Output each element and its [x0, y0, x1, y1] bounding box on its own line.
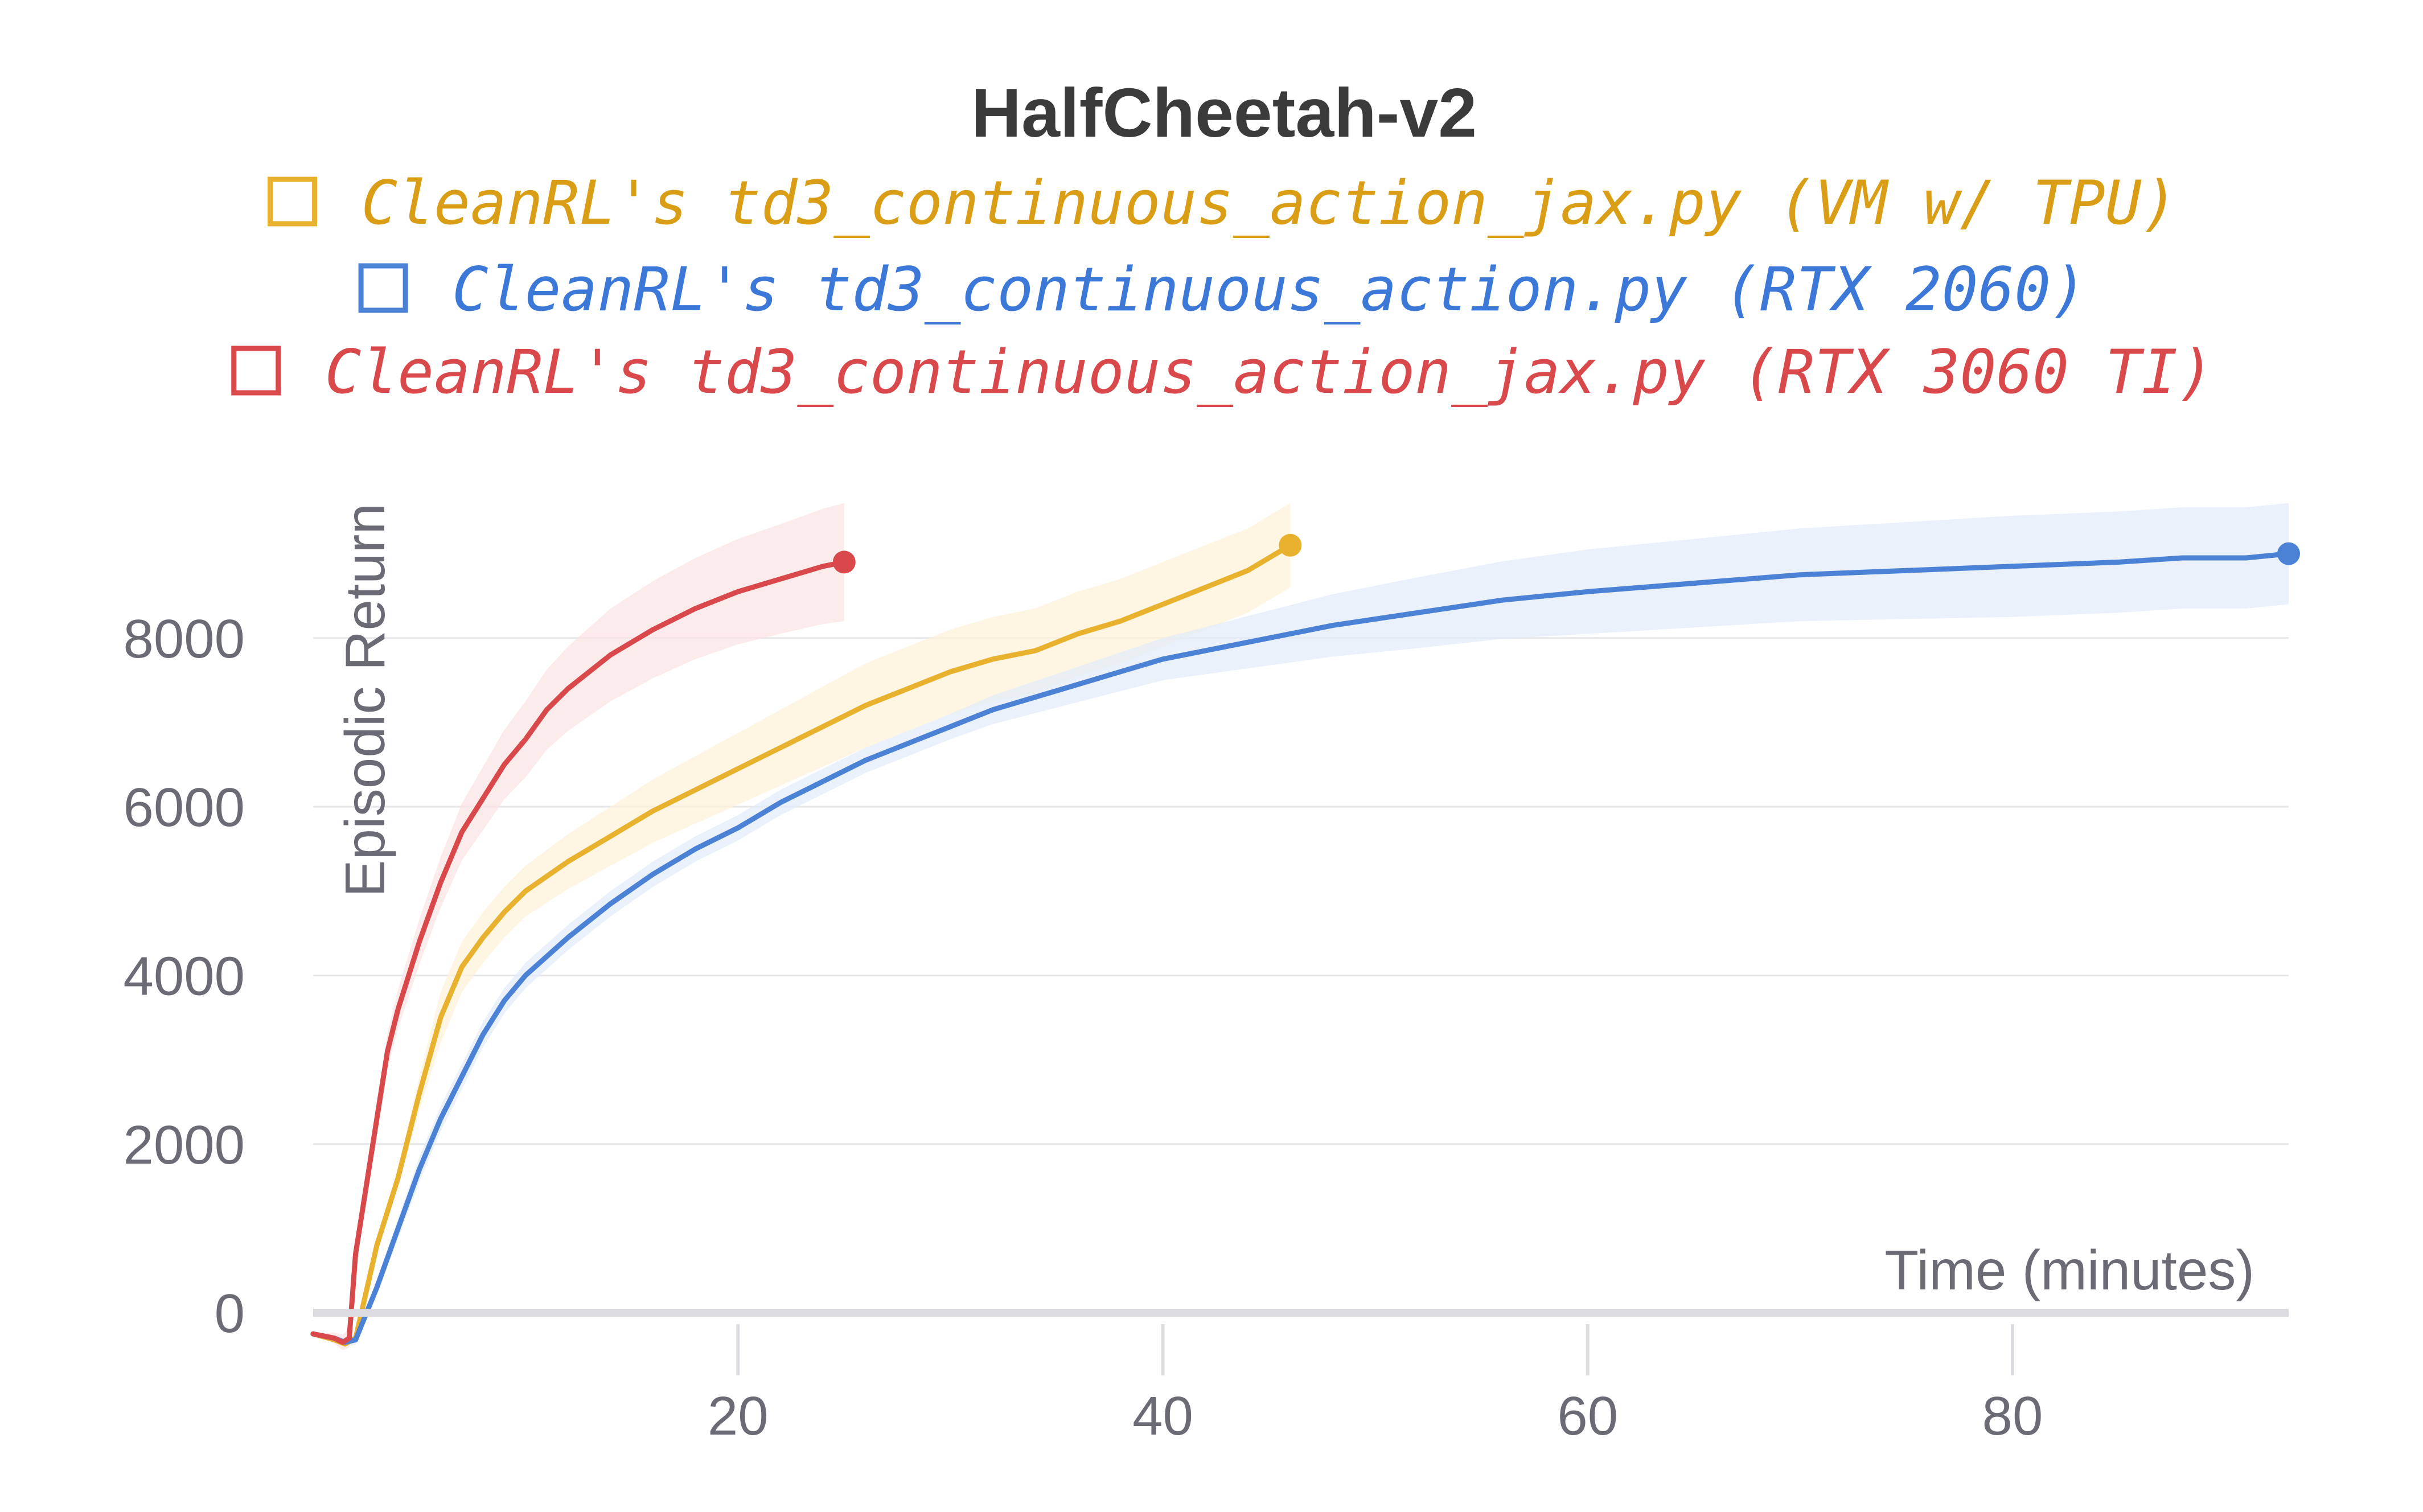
legend-swatch	[268, 176, 318, 227]
series-line	[310, 559, 847, 1345]
legend-label: CleanRL's td3_continuous_action.py (RTX …	[452, 254, 2087, 324]
x-tick-label: 20	[708, 1386, 769, 1447]
legend-entry: CleanRL's td3_continuous_action.py (RTX …	[358, 254, 2087, 324]
legend-swatch	[231, 346, 281, 396]
y-tick-label: 2000	[123, 1115, 245, 1176]
series-band	[313, 503, 2289, 1346]
x-tick-label: 40	[1132, 1386, 1193, 1447]
series-end-marker	[1279, 533, 1302, 557]
legend: CleanRL's td3_continuous_action_jax.py (…	[231, 168, 2215, 407]
confidence-bands	[313, 503, 2289, 1350]
y-tick-label: 4000	[123, 946, 245, 1006]
axes	[313, 1309, 2289, 1376]
x-axis-label: Time (minutes)	[1884, 1239, 2254, 1301]
legend-swatch	[358, 263, 408, 313]
tick-labels: 0 2000 4000 6000 8000 20 40 60 80	[123, 609, 2043, 1447]
y-tick-label: 0	[215, 1283, 245, 1344]
y-axis-label: Episodic Return	[334, 503, 396, 897]
y-tick-label: 6000	[123, 777, 245, 838]
series-line	[310, 551, 2291, 1345]
series-end-marker	[832, 550, 856, 574]
series-band	[313, 503, 844, 1350]
legend-label: CleanRL's td3_continuous_action_jax.py (…	[362, 168, 2178, 238]
series-lines	[310, 533, 2300, 1347]
series-end-marker	[2277, 542, 2300, 565]
legend-label: CleanRL's td3_continuous_action_jax.py (…	[325, 337, 2215, 407]
y-tick-label: 8000	[123, 609, 245, 669]
grid	[313, 637, 2289, 1145]
x-tick-label: 60	[1557, 1386, 1618, 1447]
series-line	[310, 543, 1293, 1347]
legend-entry: CleanRL's td3_continuous_action_jax.py (…	[268, 168, 2178, 238]
legend-entry: CleanRL's td3_continuous_action_jax.py (…	[231, 337, 2215, 407]
series-band	[313, 503, 1291, 1347]
chart-title: HalfCheetah-v2	[971, 74, 1477, 151]
x-tick-label: 80	[1982, 1386, 2043, 1447]
